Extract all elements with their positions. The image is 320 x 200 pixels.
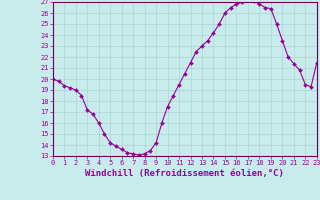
X-axis label: Windchill (Refroidissement éolien,°C): Windchill (Refroidissement éolien,°C) [85, 169, 284, 178]
